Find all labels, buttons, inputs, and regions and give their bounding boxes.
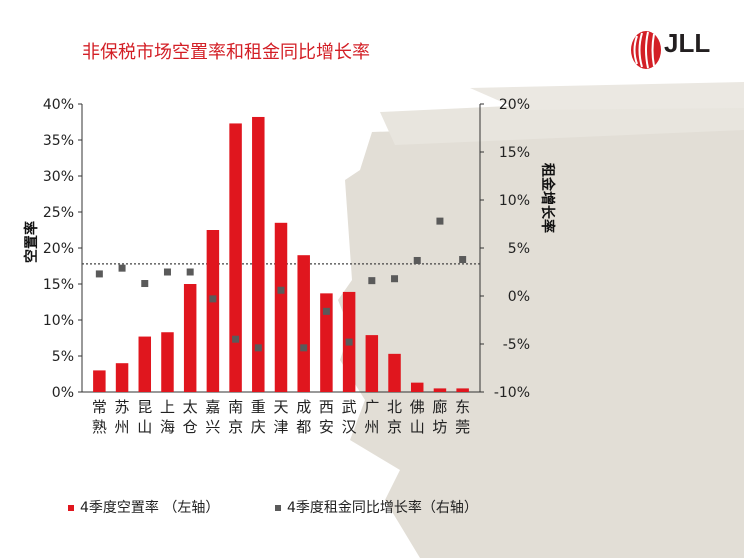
- y-left-tick-label: 40%: [43, 97, 74, 113]
- y-left-tick-label: 30%: [43, 169, 74, 185]
- x-tick-label: 京: [228, 418, 243, 436]
- bar-北京: [388, 353, 401, 392]
- y-right-tick-label: 0%: [508, 289, 530, 305]
- marker-常熟: [95, 270, 103, 278]
- marker-天津: [277, 286, 285, 294]
- legend-bar-swatch: [68, 505, 74, 511]
- marker-重庆: [254, 344, 262, 352]
- y-right-tick-label: 20%: [499, 97, 530, 113]
- chart-title: 非保税市场空置率和租金同比增长率: [82, 42, 370, 63]
- y-left-tick-label: 25%: [43, 205, 74, 221]
- x-tick-label: 武: [342, 398, 357, 416]
- legend-markers: 4季度租金同比增长率（右轴）: [275, 497, 478, 517]
- y-left-tick-label: 0%: [52, 385, 74, 401]
- y-right-tick-label: 15%: [499, 145, 530, 161]
- marker-苏州: [118, 264, 126, 272]
- x-tick-label: 京: [387, 418, 402, 436]
- y-axis-left-label: 空置率: [23, 221, 40, 263]
- marker-广州: [368, 277, 376, 285]
- x-tick-label: 广: [364, 398, 379, 416]
- x-tick-label: 廊: [432, 398, 447, 416]
- y-left-tick-label: 35%: [43, 133, 74, 149]
- x-tick-label: 兴: [205, 418, 220, 436]
- legend-bars: 4季度空置率 （左轴）: [68, 497, 219, 517]
- y-right-tick-label: 10%: [499, 193, 530, 209]
- legend-markers-label: 4季度租金同比增长率（右轴）: [287, 500, 478, 516]
- x-tick-label: 州: [364, 418, 379, 436]
- y-left-tick-label: 10%: [43, 313, 74, 329]
- bar-成都: [297, 255, 310, 392]
- x-tick-label: 嘉: [205, 398, 220, 416]
- marker-北京: [391, 275, 399, 283]
- x-tick-label: 上: [160, 398, 175, 416]
- marker-廊坊: [436, 217, 444, 225]
- bar-上海: [161, 332, 174, 392]
- legend-marker-swatch: [275, 505, 281, 511]
- bar-常熟: [93, 370, 106, 392]
- marker-太仓: [186, 268, 194, 276]
- marker-昆山: [141, 280, 149, 288]
- bar-嘉兴: [206, 230, 220, 392]
- bar-重庆: [252, 116, 265, 393]
- x-tick-label: 天: [273, 398, 288, 416]
- x-tick-label: 山: [137, 418, 152, 436]
- marker-东莞: [459, 256, 467, 264]
- legend-bars-label: 4季度空置率 （左轴）: [80, 500, 220, 516]
- brush-background: [338, 82, 744, 558]
- x-tick-label: 太: [183, 398, 198, 416]
- marker-佛山: [413, 256, 421, 264]
- bar-廊坊: [433, 388, 447, 392]
- x-tick-label: 西: [319, 398, 334, 416]
- jll-logo-icon: [631, 31, 661, 69]
- bar-南京: [229, 123, 242, 392]
- y-right-tick-label: -5%: [503, 337, 530, 353]
- x-tick-label: 坊: [432, 418, 447, 436]
- x-tick-label: 苏: [115, 398, 130, 416]
- bar-昆山: [138, 336, 152, 392]
- bar-广州: [365, 335, 379, 392]
- x-tick-label: 佛: [410, 398, 425, 416]
- x-tick-label: 山: [410, 418, 425, 436]
- x-tick-label: 都: [296, 418, 311, 436]
- x-tick-label: 庆: [251, 418, 266, 436]
- bar-太仓: [183, 284, 197, 392]
- x-tick-label: 北: [387, 398, 402, 416]
- x-tick-label: 南: [228, 398, 243, 416]
- y-right-tick-label: 5%: [508, 241, 530, 257]
- y-right-tick-label: -10%: [494, 385, 530, 401]
- x-tick-label: 津: [273, 418, 288, 436]
- marker-嘉兴: [209, 295, 217, 303]
- x-tick-label: 海: [160, 418, 175, 436]
- marker-南京: [232, 335, 240, 343]
- y-left-tick-label: 20%: [43, 241, 74, 257]
- bar-苏州: [115, 363, 129, 392]
- bar-东莞: [456, 388, 469, 392]
- bar-西安: [320, 293, 333, 392]
- x-tick-label: 莞: [455, 418, 470, 436]
- logo-text: JLL: [664, 28, 711, 58]
- x-tick-label: 熟: [92, 418, 107, 436]
- x-tick-label: 仓: [183, 418, 198, 436]
- bar-天津: [274, 222, 288, 392]
- marker-西安: [322, 307, 330, 315]
- x-tick-label: 重: [251, 398, 266, 416]
- x-tick-label: 东: [455, 398, 470, 416]
- marker-上海: [163, 268, 171, 276]
- x-tick-label: 常: [92, 398, 107, 416]
- x-tick-label: 州: [115, 418, 130, 436]
- x-tick-label: 昆: [137, 398, 152, 416]
- x-tick-label: 安: [319, 418, 334, 436]
- x-tick-label: 成: [296, 398, 311, 416]
- y-left-tick-label: 15%: [43, 277, 74, 293]
- x-tick-label: 汉: [342, 418, 357, 436]
- bar-佛山: [410, 382, 424, 392]
- y-axis-right-label: 租金增长率: [539, 163, 556, 233]
- y-left-tick-label: 5%: [52, 349, 74, 365]
- marker-成都: [300, 344, 308, 352]
- marker-武汉: [345, 338, 353, 346]
